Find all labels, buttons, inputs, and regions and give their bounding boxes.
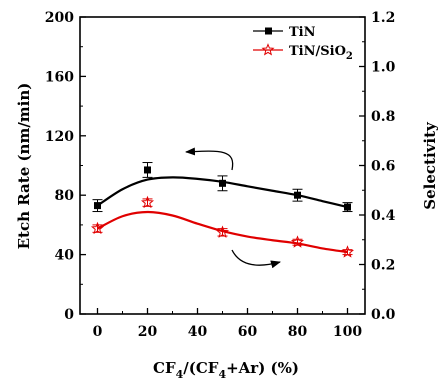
legend-item-tin-sio2: TiN/SiO2 <box>253 43 353 62</box>
y2-tick-label: 0.2 <box>371 258 395 274</box>
y-tick-label: 80 <box>55 188 75 204</box>
data-point-tin-sio2 <box>215 225 230 238</box>
x-tick-label: 60 <box>238 324 258 340</box>
x-tick-label: 0 <box>93 324 103 340</box>
x-tick-label: 80 <box>288 324 308 340</box>
data-point-tin <box>292 188 303 202</box>
data-point-tin <box>217 175 228 192</box>
data-point-tin-sio2 <box>90 221 105 235</box>
x-tick-label: 40 <box>188 324 208 340</box>
data-point-tin <box>142 162 153 178</box>
y-axis-title: Etch Rate (nm/min) <box>15 83 33 250</box>
y2-tick-label: 1.2 <box>371 10 395 26</box>
y2-axis-title: Selectivity <box>421 121 439 210</box>
legend-label-tin: TiN <box>289 25 316 40</box>
y2-tick-label: 0.0 <box>371 307 396 323</box>
data-point-tin <box>342 202 353 213</box>
y2-tick-label: 1.0 <box>371 60 396 76</box>
data-point-tin-sio2 <box>340 245 355 258</box>
y-tick-label: 120 <box>45 129 74 145</box>
legend-item-tin: TiN <box>253 25 316 40</box>
data-point-tin-sio2 <box>290 235 305 248</box>
x-tick-label: 20 <box>138 324 158 340</box>
y2-tick-label: 0.6 <box>371 159 395 175</box>
data-point-tin <box>92 199 103 213</box>
y-tick-label: 40 <box>55 248 75 264</box>
legend-label-tin-sio2: TiN/SiO2 <box>289 44 353 62</box>
y2-tick-label: 0.4 <box>371 208 396 224</box>
arrow-to-right-axis <box>231 249 281 269</box>
legend-star-marker <box>261 43 275 56</box>
x-tick-label: 100 <box>333 324 362 340</box>
plot-frame <box>79 16 366 315</box>
y-tick-label: 160 <box>45 69 74 85</box>
y-tick-label: 200 <box>45 10 74 26</box>
data-point-tin-sio2 <box>140 195 155 209</box>
legend: TiN TiN/SiO2 <box>253 25 353 62</box>
y2-tick-label: 0.8 <box>371 109 395 125</box>
y-tick-label: 0 <box>64 307 74 323</box>
arrow-to-left-axis <box>185 147 234 171</box>
x-axis-title: CF4/(CF4+Ar) (%) <box>153 359 299 381</box>
